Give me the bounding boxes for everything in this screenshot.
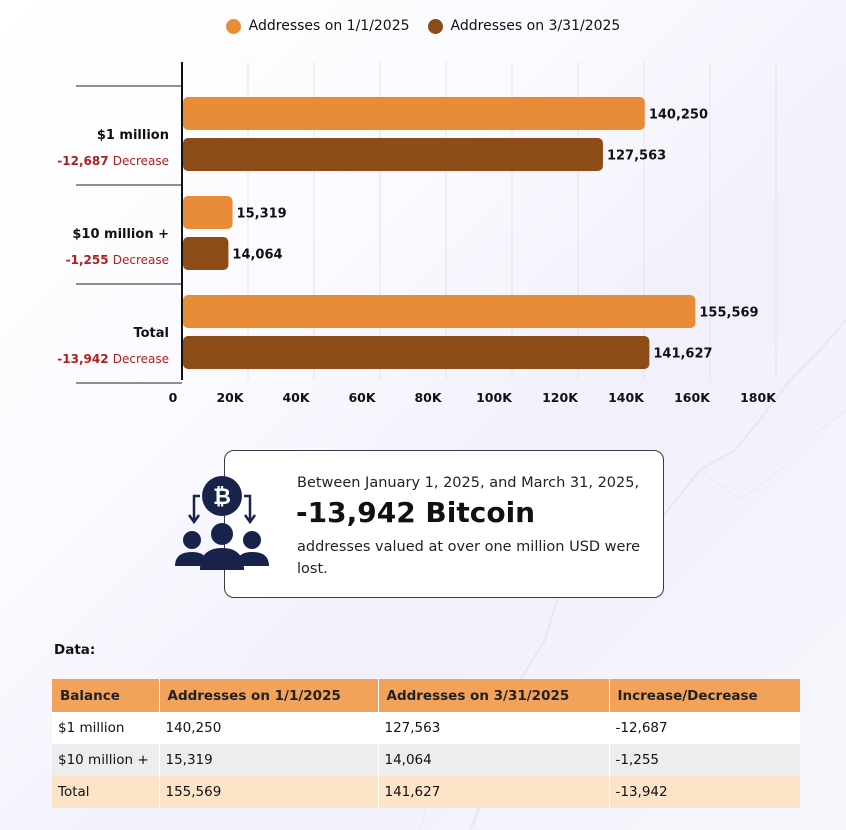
x-tick-label: 20K — [216, 390, 244, 405]
x-tick-label: 100K — [476, 390, 513, 405]
category-change-label: -13,942 Decrease — [57, 352, 169, 366]
legend-label-series-1: Addresses on 1/1/2025 — [248, 18, 410, 34]
bar-value-label: 14,064 — [232, 248, 282, 263]
x-tick-label: 140K — [608, 390, 645, 405]
x-tick-label: 40K — [282, 390, 310, 405]
category-label: Total — [133, 326, 169, 341]
table-header-cell: Addresses on 3/31/2025 — [378, 679, 610, 712]
summary-callout — [224, 450, 664, 598]
change-word: Decrease — [113, 154, 169, 168]
category-label: $10 million + — [72, 227, 169, 242]
table-cell: 14,064 — [378, 744, 610, 776]
legend-label-series-2: Addresses on 3/31/2025 — [450, 18, 621, 34]
table-cell: 127,563 — [378, 712, 610, 744]
chart-legend: Addresses on 1/1/2025 Addresses on 3/31/… — [0, 14, 846, 38]
change-value: -1,255 — [66, 253, 113, 267]
bar-chart: 0 20K 40K 60K 80K 100K 120K 140K 160K 180K 140,250… — [57, 62, 777, 405]
table-header-cell: Addresses on 1/1/2025 — [159, 679, 379, 712]
table-cell: Total — [52, 776, 160, 808]
legend-swatch-series-1 — [225, 18, 241, 34]
x-tick-label: 0 — [169, 390, 178, 405]
table-cell: 141,627 — [378, 776, 610, 808]
table-cell: -12,687 — [609, 712, 800, 744]
bar-value-label: 15,319 — [237, 207, 287, 222]
table-cell: 155,569 — [159, 776, 379, 808]
data-heading: Data: — [54, 642, 96, 658]
table-cell: 140,250 — [159, 712, 379, 744]
table-header-cell: Balance — [52, 679, 160, 712]
bar-value-label: 155,569 — [699, 306, 758, 321]
category-change-label: -1,255 Decrease — [66, 253, 169, 267]
bar-value-label: 127,563 — [607, 149, 666, 164]
table-cell: $10 million + — [52, 744, 160, 776]
bar — [183, 196, 233, 229]
bar-value-label: 140,250 — [649, 108, 708, 123]
callout-headline: -13,942 Bitcoin — [296, 496, 536, 529]
svg-text:₿: ₿ — [213, 485, 231, 510]
legend-item-series-1: Addresses on 1/1/2025 — [225, 18, 410, 34]
x-tick-label: 60K — [348, 390, 376, 405]
table-cell: $1 million — [52, 712, 160, 744]
callout-date-range: Between January 1, 2025, and March 31, 2… — [297, 475, 640, 491]
table-cell: -1,255 — [609, 744, 800, 776]
bar — [183, 138, 603, 171]
x-tick-label: 180K — [740, 390, 777, 405]
table-cell: -13,942 — [609, 776, 800, 808]
callout-description: addresses valued at over one million USD… — [297, 539, 641, 577]
bar-value-label: 141,627 — [653, 347, 712, 362]
x-tick-label: 120K — [542, 390, 579, 405]
data-table: Balance Addresses on 1/1/2025 Addresses … — [52, 679, 800, 808]
bar — [183, 97, 645, 130]
x-tick-label: 160K — [674, 390, 711, 405]
table-row: $10 million + 15,319 14,064 -1,255 — [52, 744, 800, 776]
change-word: Decrease — [113, 253, 169, 267]
bar — [183, 237, 229, 270]
category-label: $1 million — [97, 128, 169, 143]
legend-swatch-series-2 — [427, 18, 443, 34]
change-value: -12,687 — [57, 154, 112, 168]
bar — [183, 295, 696, 328]
table-row: $1 million 140,250 127,563 -12,687 — [52, 712, 800, 744]
table-header-row: Balance Addresses on 1/1/2025 Addresses … — [52, 679, 800, 712]
change-value: -13,942 — [57, 352, 112, 366]
x-tick-label: 80K — [414, 390, 442, 405]
bar — [183, 336, 650, 369]
legend-item-series-2: Addresses on 3/31/2025 — [427, 18, 621, 34]
change-word: Decrease — [113, 352, 169, 366]
bitcoin-people-icon: ₿ — [175, 476, 269, 570]
category-change-label: -12,687 Decrease — [57, 154, 169, 168]
table-row: Total 155,569 141,627 -13,942 — [52, 776, 800, 808]
table-header-cell: Increase/Decrease — [609, 679, 800, 712]
table-cell: 15,319 — [159, 744, 379, 776]
